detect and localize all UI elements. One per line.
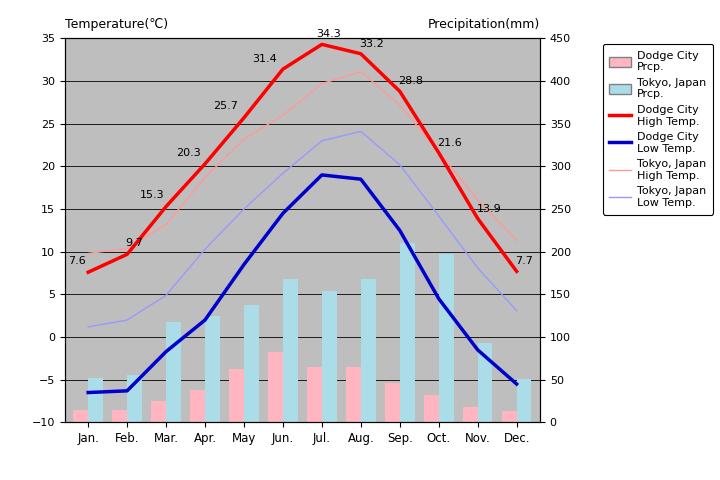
Bar	[463, 407, 477, 422]
Bar	[283, 279, 298, 422]
Text: 15.3: 15.3	[140, 190, 164, 200]
Text: 9.7: 9.7	[125, 238, 143, 248]
Legend: Dodge City
Prcp., Tokyo, Japan
Prcp., Dodge City
High Temp., Dodge City
Low Temp: Dodge City Prcp., Tokyo, Japan Prcp., Do…	[603, 44, 713, 215]
Bar	[127, 374, 142, 422]
Text: 31.4: 31.4	[253, 54, 277, 64]
Bar	[477, 343, 492, 422]
Bar	[268, 352, 283, 422]
Text: 25.7: 25.7	[214, 101, 238, 111]
Bar	[424, 395, 438, 422]
Text: 34.3: 34.3	[317, 29, 341, 39]
Bar	[88, 378, 103, 422]
Text: 28.8: 28.8	[398, 76, 423, 86]
Text: 21.6: 21.6	[438, 138, 462, 148]
Bar	[346, 367, 361, 422]
Bar	[151, 401, 166, 422]
Bar	[73, 410, 88, 422]
Bar	[361, 279, 376, 422]
Text: 7.7: 7.7	[515, 256, 533, 266]
Text: 20.3: 20.3	[176, 147, 201, 157]
Bar	[502, 411, 517, 422]
Text: 7.6: 7.6	[68, 256, 86, 266]
Text: Temperature(℃): Temperature(℃)	[65, 18, 168, 31]
Bar	[190, 390, 205, 422]
Bar	[244, 305, 258, 422]
Bar	[307, 367, 322, 422]
Bar	[438, 254, 454, 422]
Bar	[385, 383, 400, 422]
Text: 13.9: 13.9	[477, 204, 501, 214]
Bar	[166, 322, 181, 422]
Text: Precipitation(mm): Precipitation(mm)	[428, 18, 540, 31]
Bar	[517, 379, 531, 422]
Bar	[229, 370, 244, 422]
Bar	[400, 243, 415, 422]
Bar	[205, 316, 220, 422]
Bar	[322, 291, 337, 422]
Text: 33.2: 33.2	[359, 39, 384, 49]
Bar	[112, 410, 127, 422]
